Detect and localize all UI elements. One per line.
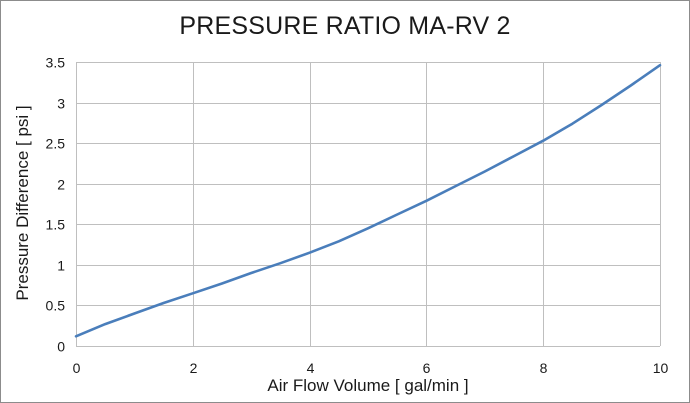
chart-title: PRESSURE RATIO MA-RV 2 (179, 12, 511, 40)
y-tick-label: 1.5 (46, 217, 66, 233)
y-tick-label: 3.5 (46, 55, 66, 71)
y-tick-label: 2.5 (46, 136, 66, 152)
y-tick-label: 0 (57, 339, 65, 355)
x-tick-label: 10 (653, 360, 669, 376)
series-line (74, 63, 662, 338)
x-tick-label: 4 (307, 360, 315, 376)
y-tick-label: 3 (57, 96, 65, 112)
y-tick-label: 1 (57, 258, 65, 274)
y-tick-label: 2 (57, 177, 65, 193)
x-tick-label: 2 (190, 360, 198, 376)
x-tick-label: 0 (73, 360, 81, 376)
y-tick-label: 0.5 (46, 298, 66, 314)
x-axis-label: Air Flow Volume [ gal/min ] (267, 376, 469, 395)
x-tick-label: 8 (540, 360, 548, 376)
x-tick-label: 6 (423, 360, 431, 376)
